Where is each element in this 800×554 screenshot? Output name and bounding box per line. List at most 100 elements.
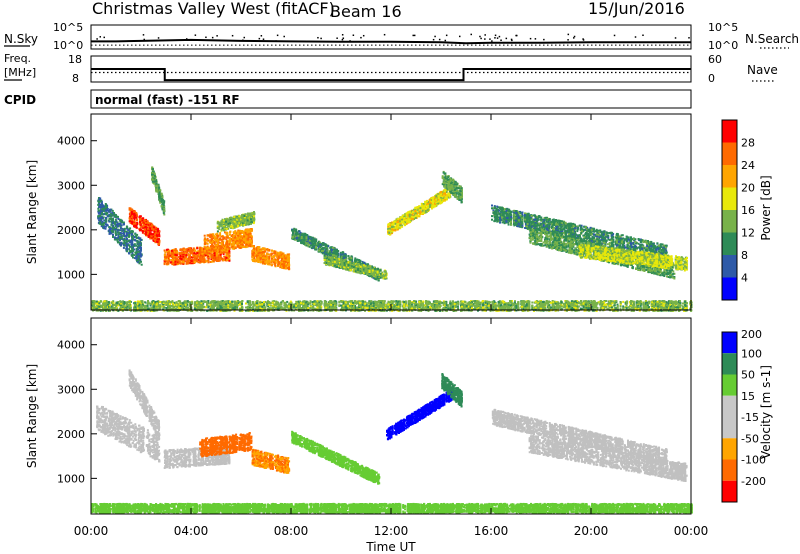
scatter-cell — [112, 210, 114, 212]
scatter-cell — [114, 223, 116, 225]
scatter-cell — [123, 223, 125, 225]
noise-speck — [511, 39, 513, 41]
noise-speck — [614, 35, 616, 37]
scatter-cell — [103, 216, 105, 218]
scatter-cell — [117, 229, 119, 231]
scatter-cell — [120, 232, 122, 234]
noise-speck — [158, 37, 160, 39]
noise-speck — [384, 34, 386, 36]
scatter-cell — [149, 229, 151, 231]
noise-speck — [688, 37, 690, 39]
noise-speck — [675, 37, 677, 39]
scatter-cell — [145, 231, 147, 233]
noise-speck — [500, 39, 502, 41]
scatter-cell — [105, 206, 107, 208]
noise-right-label: N.Search — [745, 32, 799, 46]
scatter-cell — [136, 237, 138, 239]
noise-speck — [103, 37, 105, 39]
scatter-cell — [110, 216, 112, 218]
scatter-cell — [126, 238, 128, 240]
scatter-cell — [155, 181, 157, 183]
scatter-cell — [128, 248, 130, 250]
scatter-cell — [161, 205, 163, 207]
noise-speck — [543, 39, 545, 41]
noise-speck — [489, 38, 491, 40]
scatter-cell — [99, 204, 101, 206]
noise-speck — [574, 36, 576, 38]
noise-speck — [349, 40, 351, 42]
scatter-cell — [159, 198, 161, 200]
scatter-cell — [107, 215, 109, 217]
scatter-cell — [128, 252, 130, 254]
scatter-cell — [163, 212, 165, 214]
scatter-cell — [112, 222, 114, 224]
noise-speck — [261, 35, 263, 37]
scatter-cell — [110, 232, 112, 234]
noise-speck — [494, 37, 496, 39]
noise-speck — [470, 34, 472, 36]
noise-speck — [642, 35, 644, 37]
noise-speck — [143, 39, 145, 41]
scatter-cell — [131, 241, 133, 243]
scatter-cell — [161, 198, 163, 200]
noise-speck — [484, 38, 486, 40]
noise-left-tick-top: 10^5 — [53, 21, 83, 34]
scatter-cell — [141, 264, 143, 266]
noise-speck — [343, 37, 345, 39]
scatter-cell — [134, 210, 136, 212]
station-title: Christmas Valley West (fitACF) — [92, 0, 335, 18]
noise-speck — [277, 35, 279, 37]
scatter-cell — [110, 228, 112, 230]
scatter-cell — [139, 229, 141, 231]
scatter-cell — [130, 231, 132, 233]
scatter-cell — [110, 213, 112, 215]
scatter-cell — [140, 256, 142, 258]
scatter-cell — [124, 235, 126, 237]
scatter-cell — [100, 201, 102, 203]
scatter-cell — [134, 220, 136, 222]
scatter-cell — [152, 175, 154, 177]
scatter-cell — [139, 243, 141, 245]
scatter-cell — [105, 210, 107, 212]
scatter-cell — [109, 218, 111, 220]
scatter-cell — [137, 258, 139, 260]
noise-panel: N.Sky 10^5 10^0 10^5 10^0 N.Search — [4, 21, 799, 52]
scatter-cell — [101, 217, 103, 219]
freq-label-2: [MHz] — [4, 66, 36, 79]
noise-speck — [459, 36, 461, 38]
scatter-cell — [134, 257, 136, 259]
scatter-cell — [157, 228, 159, 230]
noise-speck — [363, 35, 365, 37]
noise-speck — [480, 38, 482, 40]
rti-figure: Christmas Valley West (fitACF) Beam 16 1… — [0, 0, 800, 554]
scatter-cell — [105, 203, 107, 205]
scatter-cell — [152, 181, 154, 183]
scatter-cell — [157, 231, 159, 233]
scatter-cell — [112, 231, 114, 233]
scatter-cell — [113, 212, 115, 214]
scatter-cell — [105, 212, 107, 214]
scatter-cell — [142, 225, 144, 227]
noise-speck — [497, 37, 499, 39]
scatter-cell — [112, 227, 114, 229]
scatter-cell — [154, 233, 156, 235]
scatter-cell — [149, 238, 151, 240]
noise-speck — [353, 34, 355, 36]
noise-speck — [336, 37, 338, 39]
noise-speck — [446, 35, 448, 37]
noise-speck — [317, 37, 319, 39]
scatter-cell — [131, 223, 133, 225]
scatter-cell — [159, 193, 161, 195]
frequency-line — [91, 69, 691, 80]
scatter-cell — [157, 235, 159, 237]
noise-speck — [484, 34, 486, 36]
cpid-label: CPID — [4, 93, 36, 107]
scatter-cell — [154, 239, 156, 241]
scatter-cell — [128, 244, 130, 246]
noise-speck — [100, 36, 102, 38]
scatter-cell — [131, 248, 133, 250]
scatter-cell — [135, 255, 137, 257]
noise-speck — [320, 38, 322, 40]
scatter-cell — [141, 230, 143, 232]
power-scatter — [91, 166, 693, 312]
